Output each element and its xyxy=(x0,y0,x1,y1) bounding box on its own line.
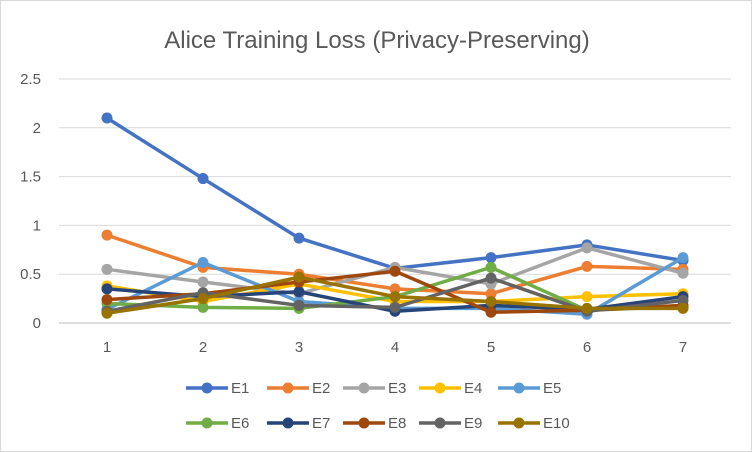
data-point-e8 xyxy=(389,265,401,277)
data-point-e5 xyxy=(197,256,209,268)
x-axis-ticks: 1 2 3 4 5 6 7 xyxy=(103,339,687,356)
data-point-e8 xyxy=(485,306,497,318)
series-line-e1 xyxy=(105,116,685,271)
legend-label: E9 xyxy=(464,415,482,432)
legend-item-e7: E7 xyxy=(267,415,330,432)
data-point-e10 xyxy=(581,302,593,314)
data-point-e4 xyxy=(581,291,593,303)
data-point-e2 xyxy=(101,229,113,241)
data-point-e7 xyxy=(101,283,113,295)
data-point-e2 xyxy=(389,283,401,295)
legend-item-e10: E10 xyxy=(498,415,570,432)
legend-swatch-marker xyxy=(282,417,294,429)
y-axis-ticks: 0 0.5 1 1.5 2 2.5 xyxy=(20,71,41,332)
legend-swatch-marker xyxy=(358,417,370,429)
legend-item-e9: E9 xyxy=(419,415,482,432)
legend-label: E4 xyxy=(464,380,482,397)
data-point-e1 xyxy=(485,252,497,264)
data-point-e10 xyxy=(101,307,113,319)
x-tick-label: 7 xyxy=(679,339,687,356)
legend-swatch-marker xyxy=(513,382,525,394)
y-tick-label: 1.5 xyxy=(20,169,41,186)
y-tick-label: 0.5 xyxy=(20,266,41,283)
legend-swatch-marker xyxy=(513,417,525,429)
legend-label: E6 xyxy=(231,415,249,432)
data-point-e3 xyxy=(677,267,689,279)
legend-item-e1: E1 xyxy=(186,380,249,397)
legend-swatch-marker xyxy=(201,382,213,394)
legend-swatch-marker xyxy=(434,382,446,394)
x-tick-label: 4 xyxy=(391,339,399,356)
legend-swatch-marker xyxy=(434,417,446,429)
data-point-e8 xyxy=(101,294,113,306)
y-tick-label: 1 xyxy=(33,217,41,234)
y-tick-label: 0 xyxy=(33,315,41,332)
x-tick-label: 3 xyxy=(295,339,303,356)
data-point-e9 xyxy=(485,272,497,284)
data-point-e9 xyxy=(389,301,401,313)
grid-lines xyxy=(59,78,731,324)
legend-item-e4: E4 xyxy=(419,380,482,397)
data-point-e10 xyxy=(293,271,305,283)
data-point-e10 xyxy=(485,296,497,308)
x-tick-label: 5 xyxy=(487,339,495,356)
data-point-e3 xyxy=(581,242,593,254)
data-point-e10 xyxy=(197,293,209,305)
legend-label: E2 xyxy=(312,380,330,397)
x-tick-label: 6 xyxy=(583,339,591,356)
legend-label: E5 xyxy=(543,380,561,397)
y-tick-label: 2.5 xyxy=(20,71,41,88)
data-point-e10 xyxy=(677,302,689,314)
legend-item-e6: E6 xyxy=(186,415,249,432)
data-point-e10 xyxy=(389,291,401,303)
data-point-e2 xyxy=(485,288,497,300)
data-point-e2 xyxy=(581,260,593,272)
data-point-e9 xyxy=(293,299,305,311)
data-point-e3 xyxy=(101,263,113,275)
x-tick-label: 1 xyxy=(103,339,111,356)
data-point-e6 xyxy=(485,261,497,273)
series-lines xyxy=(101,112,689,320)
legend-item-e5: E5 xyxy=(498,380,561,397)
legend-label: E1 xyxy=(231,380,249,397)
legend-swatch-marker xyxy=(358,382,370,394)
x-tick-label: 2 xyxy=(199,339,207,356)
legend-item-e2: E2 xyxy=(267,380,330,397)
data-point-e9 xyxy=(677,295,689,307)
data-point-e5 xyxy=(677,252,689,264)
legend-label: E10 xyxy=(543,415,570,432)
data-point-e1 xyxy=(293,232,305,244)
legend-item-e3: E3 xyxy=(343,380,406,397)
legend-label: E3 xyxy=(388,380,406,397)
chart-title: Alice Training Loss (Privacy-Preserving) xyxy=(164,27,589,54)
legend: E1 E2 E3 E4 E5 E6 E7 E8 E9 E10 xyxy=(186,380,570,432)
data-point-e1 xyxy=(101,112,113,124)
legend-label: E8 xyxy=(388,415,406,432)
data-point-e7 xyxy=(293,286,305,298)
legend-swatch-marker xyxy=(201,417,213,429)
data-point-e3 xyxy=(197,276,209,288)
legend-item-e8: E8 xyxy=(343,415,406,432)
legend-label: E7 xyxy=(312,415,330,432)
y-tick-label: 2 xyxy=(33,120,41,137)
data-point-e1 xyxy=(197,173,209,185)
legend-swatch-marker xyxy=(282,382,294,394)
data-point-e6 xyxy=(197,301,209,313)
